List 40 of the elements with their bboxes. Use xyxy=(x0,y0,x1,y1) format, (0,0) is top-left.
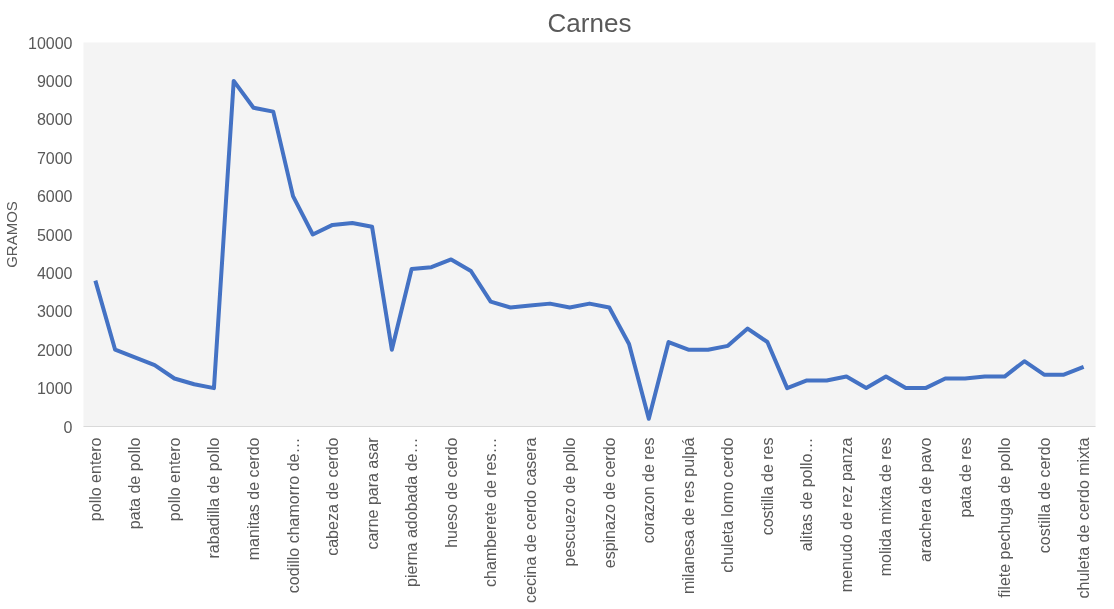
x-tick-label: arachera de pavo xyxy=(917,437,935,563)
y-tick-label: 8000 xyxy=(36,111,73,129)
y-tick-label: 10000 xyxy=(28,34,73,52)
x-tick-label: carne para asar xyxy=(363,436,381,550)
x-tick-label: cecina de cerdo casera xyxy=(521,437,539,603)
chart-title: Carnes xyxy=(547,7,632,38)
y-axis-title: GRAMOS xyxy=(3,201,21,268)
x-tick-label: chuleta lomo cerdo xyxy=(719,437,737,573)
y-tick-label: 9000 xyxy=(36,72,73,90)
x-tick-label: hueso de cerdo xyxy=(442,437,460,548)
x-tick-label: manitas de cerdo xyxy=(244,437,262,561)
x-tick-label: pata de pollo xyxy=(126,437,144,530)
y-tick-label: 3000 xyxy=(36,303,73,321)
x-tick-label: codillo chamorro de… xyxy=(284,437,302,594)
x-tick-label: pollo entero xyxy=(165,437,183,522)
x-tick-label: alitas de pollo… xyxy=(798,437,816,552)
x-tick-label: chuleta de cerdo mixta xyxy=(1075,437,1093,599)
y-tick-label: 0 xyxy=(63,418,73,436)
x-tick-label: molida mixta de res xyxy=(877,437,895,577)
x-tick-label: corazon de res xyxy=(640,437,658,544)
y-tick-label: 1000 xyxy=(36,380,73,398)
x-tick-label: costilla de cerdo xyxy=(1035,437,1053,554)
x-tick-label: espinazo de cerdo xyxy=(600,437,618,569)
y-tick-label: 6000 xyxy=(36,188,73,206)
x-tick-label: filete pechuga de pollo xyxy=(996,437,1014,598)
x-tick-label: pierna adobada de… xyxy=(403,437,421,587)
x-tick-label: menudo de rez panza xyxy=(837,437,855,593)
y-tick-label: 2000 xyxy=(36,341,73,359)
x-tick-label: pollo entero xyxy=(86,437,104,522)
x-tick-label: milanesa de res pulpá xyxy=(679,437,697,595)
x-tick-label: costilla de res xyxy=(758,437,776,536)
y-tick-label: 4000 xyxy=(36,264,73,282)
y-tick-label: 7000 xyxy=(36,149,73,167)
x-tick-label: pescuezo de pollo xyxy=(561,437,579,567)
x-tick-label: rabadilla de pollo xyxy=(205,437,223,559)
y-tick-label: 5000 xyxy=(36,226,73,244)
line-series xyxy=(93,78,1086,421)
x-tick-label: pata de res xyxy=(956,437,974,518)
x-tick-label: cabeza de cerdo xyxy=(324,437,342,556)
x-tick-label: chamberete de res… xyxy=(482,437,500,587)
